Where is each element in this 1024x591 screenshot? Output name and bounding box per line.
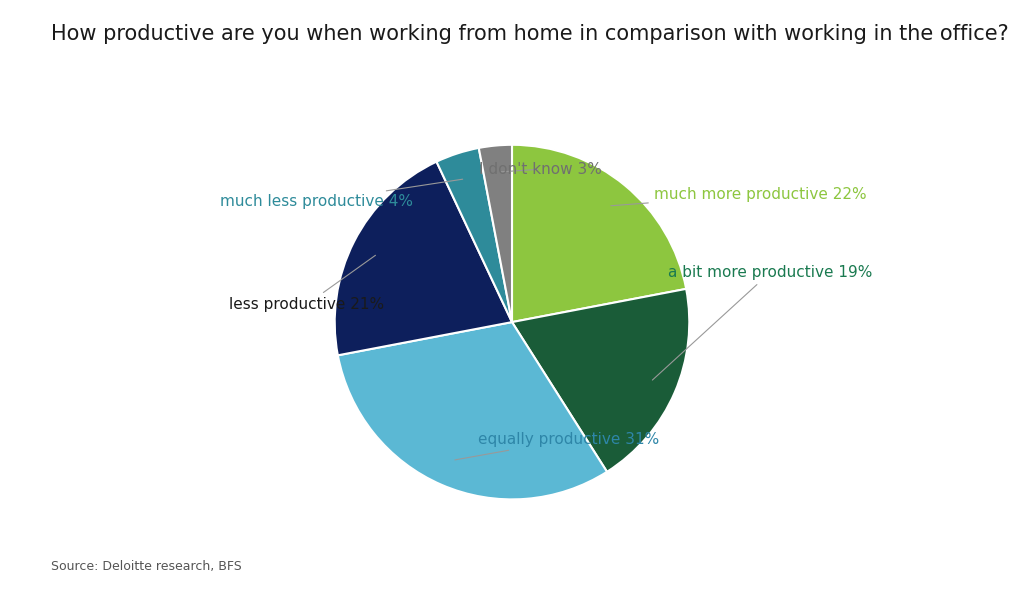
Text: I don't know 3%: I don't know 3%	[479, 162, 602, 177]
Text: much less productive 4%: much less productive 4%	[220, 179, 463, 209]
Wedge shape	[335, 162, 512, 355]
Wedge shape	[338, 322, 607, 499]
Text: much more productive 22%: much more productive 22%	[611, 187, 866, 206]
Wedge shape	[479, 145, 512, 322]
Text: equally productive 31%: equally productive 31%	[455, 432, 659, 460]
Text: a bit more productive 19%: a bit more productive 19%	[652, 265, 872, 380]
Text: How productive are you when working from home in comparison with working in the : How productive are you when working from…	[51, 24, 1009, 44]
Wedge shape	[512, 145, 686, 322]
Wedge shape	[512, 289, 689, 472]
Wedge shape	[436, 148, 512, 322]
Text: Source: Deloitte research, BFS: Source: Deloitte research, BFS	[51, 560, 242, 573]
Text: less productive 21%: less productive 21%	[229, 255, 384, 312]
